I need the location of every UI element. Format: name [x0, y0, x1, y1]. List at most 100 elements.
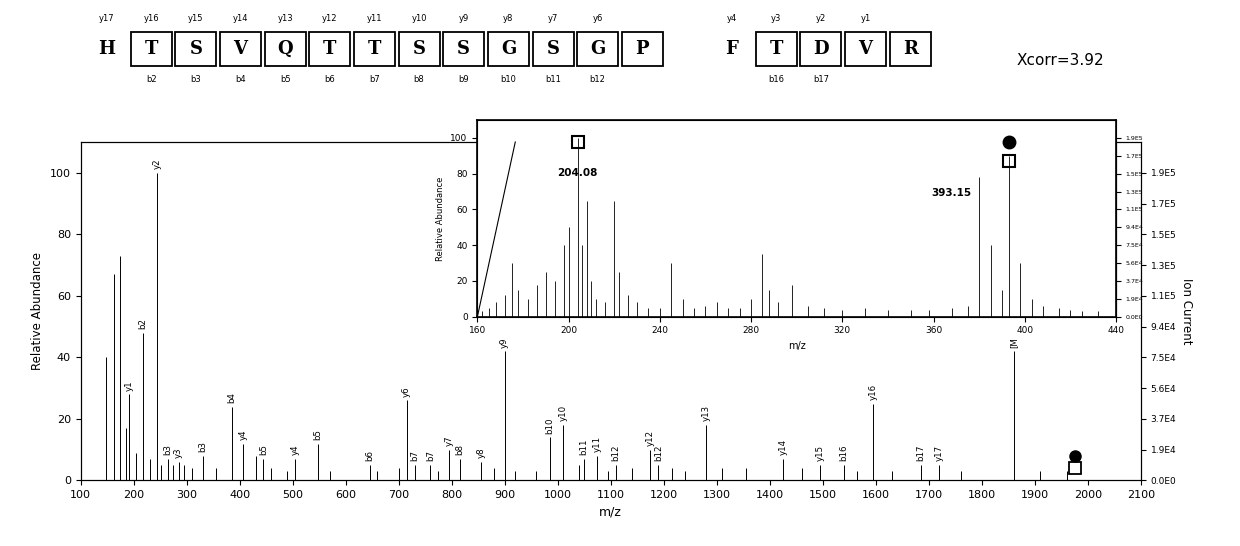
Text: b8: b8 [455, 444, 464, 455]
Bar [398, 32, 440, 66]
Bar [487, 32, 529, 66]
Text: S: S [190, 40, 202, 58]
Text: b11: b11 [546, 75, 560, 84]
Text: y3: y3 [174, 448, 184, 458]
Text: y9: y9 [500, 337, 510, 348]
Text: y8: y8 [476, 448, 485, 458]
Text: b12: b12 [611, 445, 620, 461]
Text: b4: b4 [236, 75, 246, 84]
Text: b5: b5 [259, 444, 268, 455]
Text: y8: y8 [503, 15, 513, 23]
Text: y12: y12 [646, 430, 655, 446]
Y-axis label: Ion Current: Ion Current [1180, 278, 1193, 345]
Text: y14: y14 [779, 439, 787, 455]
Text: y1: y1 [861, 15, 870, 23]
Bar [309, 32, 351, 66]
Text: b12: b12 [653, 445, 663, 461]
Text: H: H [98, 40, 115, 58]
Bar [532, 32, 574, 66]
Text: y7: y7 [444, 435, 454, 446]
Text: b16: b16 [839, 445, 848, 461]
Text: b5: b5 [280, 75, 290, 84]
Text: y6: y6 [593, 15, 603, 23]
Text: b11: b11 [579, 439, 589, 455]
Text: y4: y4 [238, 429, 247, 440]
Text: b10: b10 [501, 75, 516, 84]
Text: y10: y10 [558, 405, 568, 422]
Text: T: T [324, 40, 336, 58]
Text: b2: b2 [146, 75, 156, 84]
Bar [264, 32, 306, 66]
Text: y16: y16 [144, 15, 159, 23]
Text: b6: b6 [325, 75, 335, 84]
Text: P: P [636, 40, 649, 58]
Bar [219, 32, 262, 66]
Text: b9: b9 [459, 75, 469, 84]
Text: Xcorr=3.92: Xcorr=3.92 [1017, 52, 1105, 68]
Text: y6: y6 [402, 386, 412, 397]
Text: b8: b8 [414, 75, 424, 84]
Text: y7: y7 [548, 15, 558, 23]
Bar [175, 32, 217, 66]
Text: 204.08: 204.08 [558, 168, 598, 179]
Bar [889, 32, 931, 66]
Text: S: S [458, 40, 470, 58]
Text: y14: y14 [233, 15, 248, 23]
Text: b4: b4 [227, 392, 236, 403]
Text: y15: y15 [188, 15, 203, 23]
Text: R: R [903, 40, 918, 58]
Text: S: S [413, 40, 425, 58]
Text: b2: b2 [139, 318, 148, 329]
Text: b6: b6 [365, 450, 374, 461]
Text: y13: y13 [702, 405, 711, 422]
Text: T: T [368, 40, 381, 58]
Text: y3: y3 [771, 15, 781, 23]
Text: y13: y13 [278, 15, 293, 23]
Bar [755, 32, 797, 66]
Text: b3: b3 [164, 444, 172, 455]
Text: b3: b3 [198, 441, 207, 452]
Text: b10: b10 [546, 417, 554, 434]
X-axis label: m/z: m/z [787, 341, 806, 351]
Text: b3: b3 [191, 75, 201, 84]
Text: y10: y10 [412, 15, 427, 23]
Text: b17: b17 [813, 75, 828, 84]
Text: G: G [501, 40, 516, 58]
Text: y2: y2 [153, 158, 162, 169]
Text: b12: b12 [590, 75, 605, 84]
Y-axis label: Relative Abundance: Relative Abundance [31, 252, 45, 370]
Text: y17: y17 [99, 15, 114, 23]
Text: y4: y4 [291, 444, 300, 455]
Text: y17: y17 [935, 446, 944, 461]
Text: 393.15: 393.15 [931, 188, 972, 198]
Text: b17: b17 [916, 445, 925, 461]
Text: [M: [M [1009, 337, 1018, 348]
Text: T: T [770, 40, 782, 58]
Text: b7: b7 [370, 75, 379, 84]
Text: y15: y15 [816, 446, 825, 461]
Text: y11: y11 [593, 436, 601, 452]
Bar [621, 32, 663, 66]
Y-axis label: Relative Abundance: Relative Abundance [436, 176, 445, 260]
Text: V: V [233, 40, 248, 58]
Text: G: G [590, 40, 605, 58]
Bar [353, 32, 396, 66]
Text: y9: y9 [459, 15, 469, 23]
Text: Q: Q [278, 40, 293, 58]
Text: b7: b7 [410, 450, 419, 461]
Bar [800, 32, 842, 66]
Text: y1: y1 [125, 380, 134, 390]
Text: T: T [145, 40, 157, 58]
Text: y12: y12 [322, 15, 337, 23]
Text: y2: y2 [816, 15, 826, 23]
Text: b7: b7 [427, 450, 435, 461]
Text: b5: b5 [314, 429, 322, 440]
Bar [130, 32, 172, 66]
Text: S: S [547, 40, 559, 58]
Text: F: F [725, 40, 738, 58]
Text: D: D [813, 40, 828, 58]
Text: V: V [858, 40, 873, 58]
Text: y16: y16 [868, 384, 878, 400]
Text: b16: b16 [769, 75, 784, 84]
Text: y4: y4 [727, 15, 737, 23]
